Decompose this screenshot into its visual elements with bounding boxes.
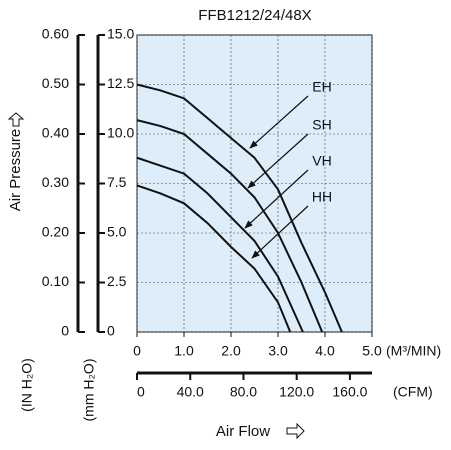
series-label: EH [312, 79, 331, 95]
x-tick-label: 3.0 [268, 343, 288, 359]
x-axis-label: Air Flow [216, 423, 270, 440]
y2-tick-label: 0.20 [42, 224, 69, 240]
series-label: VH [312, 153, 331, 169]
x2-tick-label: 120.0 [279, 384, 314, 400]
y2-tick-label: 0.60 [42, 26, 69, 42]
y-tick-label: 15.0 [107, 26, 134, 42]
x-tick-label: 4.0 [315, 343, 335, 359]
x-unit: (M³/MIN) [386, 343, 441, 359]
y-tick-label: 10.0 [107, 125, 134, 141]
leader [249, 95, 309, 149]
leader [251, 205, 309, 259]
series-label: SH [312, 117, 331, 133]
x2-tick-label: 160.0 [332, 384, 367, 400]
y-axis-label: Air Pressure [7, 129, 24, 212]
y2-tick-label: 0.10 [42, 273, 69, 289]
x-tick-label: 0 [133, 343, 141, 359]
y-unit: (mm H₂O) [81, 359, 97, 422]
x2-tick-label: 40.0 [177, 384, 204, 400]
y-arrow [7, 112, 25, 127]
y-tick-label: 7.5 [107, 174, 127, 190]
y-tick-label: 12.5 [107, 75, 134, 91]
y2-unit: (IN H₂O) [19, 358, 35, 412]
y2-tick-label: 0.50 [42, 75, 69, 91]
series-line [136, 119, 324, 333]
y2-tick-label: 0.40 [42, 125, 69, 141]
y-tick-label: 5.0 [107, 224, 127, 240]
series-line [136, 184, 292, 333]
y2-tick-label: 0 [61, 323, 69, 339]
series-line [136, 156, 304, 333]
leader [244, 169, 309, 229]
x-tick-label: 2.0 [221, 343, 241, 359]
x-arrow [286, 422, 305, 440]
leader [247, 133, 309, 189]
chart-title: FFB1212/24/48X [198, 7, 311, 24]
x-tick-label: 5.0 [362, 343, 382, 359]
series-label: HH [312, 189, 332, 205]
x-tick-label: 1.0 [174, 343, 194, 359]
x2-tick-label: 80.0 [230, 384, 257, 400]
series-line [136, 83, 343, 333]
x2-unit: (CFM) [393, 384, 433, 400]
y-tick-label: 2.5 [107, 273, 127, 289]
y-tick-label: 0 [107, 323, 115, 339]
x2-tick-label: 0 [137, 384, 145, 400]
y2-tick-label: 0.30 [42, 174, 69, 190]
